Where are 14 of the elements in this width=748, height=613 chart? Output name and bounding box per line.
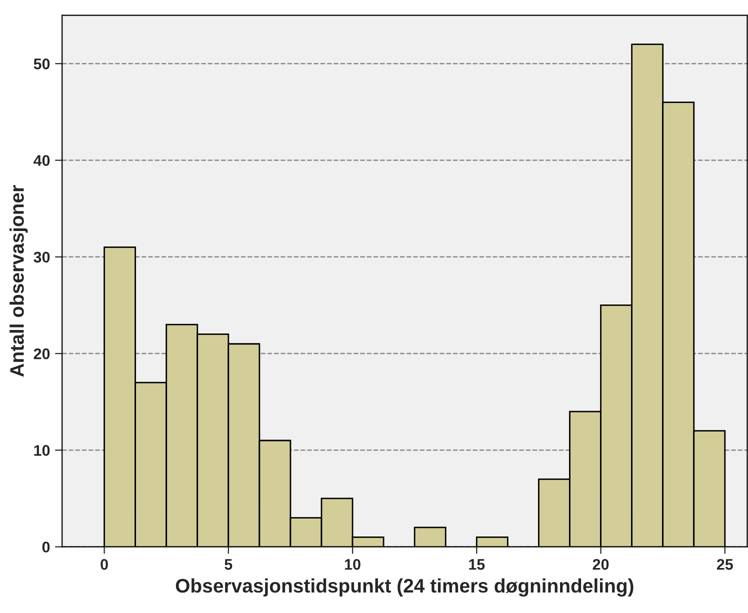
x-tick-label: 20 bbox=[592, 559, 609, 570]
x-tick-label: 15 bbox=[469, 559, 485, 570]
y-tick-label: 10 bbox=[34, 445, 50, 456]
x-tick-label: 25 bbox=[716, 559, 733, 570]
y-tick-label: 50 bbox=[34, 58, 50, 70]
y-tick-label: 0 bbox=[42, 542, 50, 552]
x-tick-label: 10 bbox=[345, 559, 360, 570]
y-tick-label: 40 bbox=[34, 155, 50, 166]
y-axis-title: Antall observasjoner bbox=[10, 185, 28, 377]
y-tick-label: 30 bbox=[34, 252, 50, 263]
x-tick-label: 5 bbox=[224, 559, 232, 570]
x-axis-title: Observasjonstidspunkt (24 timers døgninndeling) bbox=[176, 578, 634, 597]
y-tick-label: 20 bbox=[34, 348, 50, 360]
x-tick-label: 0 bbox=[100, 559, 108, 570]
